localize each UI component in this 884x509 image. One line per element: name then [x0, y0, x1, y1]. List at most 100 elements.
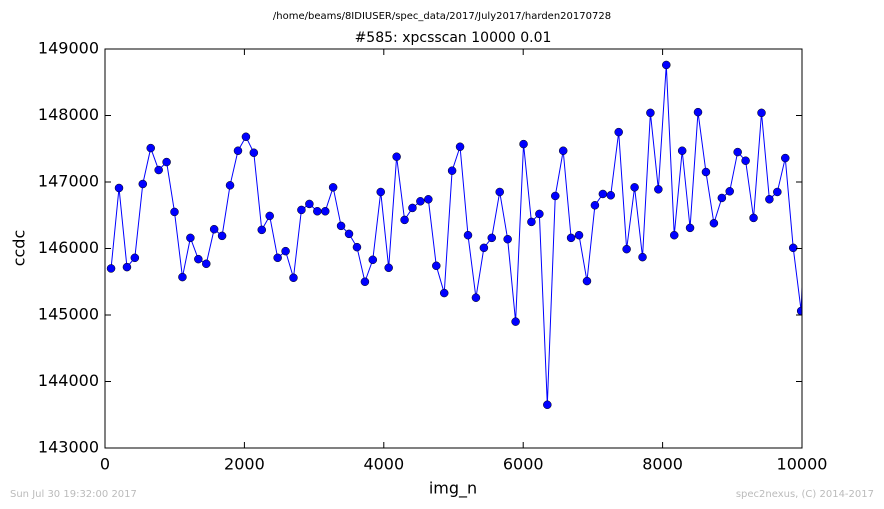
data-point	[368, 255, 378, 265]
data-point	[186, 233, 195, 243]
data-point	[352, 242, 362, 252]
data-point	[106, 264, 116, 273]
data-point	[432, 261, 441, 271]
data-point	[130, 253, 140, 263]
data-point	[257, 225, 267, 235]
data-point	[162, 157, 171, 167]
data-point	[598, 189, 608, 199]
data-point	[408, 203, 417, 213]
data-point	[487, 233, 497, 243]
data-point	[273, 253, 282, 263]
data-point	[717, 193, 727, 203]
data-point	[606, 191, 615, 200]
footer-right: spec2nexus, (C) 2014-2017	[736, 489, 874, 500]
data-point	[463, 230, 473, 240]
data-point	[170, 207, 179, 217]
data-point	[281, 246, 290, 256]
suptitle: /home/beams/8IDIUSER/spec_data/2017/July…	[273, 11, 611, 22]
x-tick-label: 4000	[363, 455, 404, 474]
data-point	[693, 107, 703, 117]
x-tick-label: 2000	[224, 455, 265, 474]
data-point	[535, 209, 544, 219]
data-point	[479, 243, 489, 253]
data-point	[424, 195, 433, 204]
data-point	[376, 187, 385, 197]
x-tick-label: 8000	[642, 455, 683, 474]
x-tick-label: 0	[100, 455, 110, 474]
data-point	[400, 215, 409, 225]
data-point	[289, 273, 298, 283]
x-tick-label: 10000	[777, 455, 828, 474]
data-point	[447, 166, 457, 175]
data-point	[614, 127, 623, 137]
data-point	[741, 156, 750, 165]
data-point	[709, 218, 719, 228]
data-point	[566, 233, 576, 243]
y-tick-label: 146000	[38, 238, 99, 257]
data-point	[122, 262, 132, 272]
data-point	[574, 230, 584, 240]
x-tick-label: 6000	[503, 455, 544, 474]
data-point	[217, 231, 227, 241]
data-point	[114, 183, 124, 193]
chart-title: #585: xpcsscan 10000 0.01	[355, 30, 552, 46]
plot-area	[106, 60, 802, 410]
data-point	[336, 221, 346, 231]
data-point	[209, 224, 219, 234]
data-point	[225, 181, 235, 190]
data-point	[773, 187, 782, 197]
y-tick-label: 149000	[38, 39, 99, 58]
data-point	[757, 108, 766, 118]
data-point	[138, 179, 148, 189]
y-tick-label: 144000	[38, 371, 99, 390]
data-point	[194, 254, 203, 264]
data-point	[685, 223, 695, 233]
data-point	[146, 143, 155, 153]
data-point	[654, 185, 663, 194]
data-point	[328, 183, 338, 192]
data-point	[669, 230, 679, 240]
data-point	[527, 217, 536, 227]
data-point	[495, 187, 504, 197]
data-point	[662, 60, 671, 70]
data-point	[241, 132, 251, 142]
data-point	[646, 108, 655, 118]
data-point	[590, 201, 600, 210]
data-point	[439, 288, 449, 298]
data-point	[519, 139, 528, 149]
data-point	[249, 148, 259, 157]
data-point	[543, 400, 552, 410]
data-point	[305, 199, 314, 209]
data-point	[265, 211, 274, 221]
data-point	[178, 272, 187, 282]
data-point	[416, 197, 425, 206]
x-axis-label: img_n	[429, 479, 477, 499]
data-point	[360, 277, 370, 286]
data-point	[781, 153, 790, 163]
data-point	[233, 146, 243, 155]
y-tick-label: 147000	[38, 172, 99, 191]
y-tick-label: 145000	[38, 305, 99, 324]
data-point	[344, 229, 354, 239]
data-point	[511, 317, 520, 326]
data-point	[503, 234, 512, 244]
data-point	[582, 276, 592, 286]
footer-left: Sun Jul 30 19:32:00 2017	[10, 489, 137, 500]
data-point	[725, 187, 734, 196]
data-point	[551, 191, 560, 201]
data-point	[313, 207, 322, 216]
data-point	[677, 146, 687, 155]
y-tick-label: 148000	[38, 105, 99, 124]
data-point	[749, 213, 758, 223]
data-point	[154, 165, 163, 175]
data-point	[455, 142, 465, 152]
data-point	[765, 195, 774, 204]
data-point	[384, 263, 393, 273]
data-point	[471, 293, 481, 302]
data-point	[733, 147, 742, 157]
data-point	[321, 207, 330, 216]
y-tick-label: 143000	[38, 438, 99, 457]
data-point	[622, 244, 631, 254]
